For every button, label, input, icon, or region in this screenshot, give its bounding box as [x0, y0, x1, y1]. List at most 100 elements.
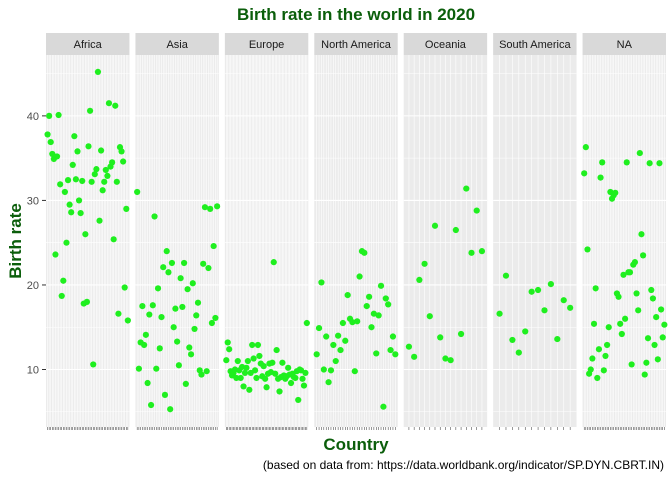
data-point	[66, 201, 73, 208]
data-point	[53, 153, 61, 160]
data-point	[457, 330, 465, 338]
data-point	[49, 150, 56, 158]
data-point	[142, 331, 149, 338]
data-point	[620, 271, 627, 278]
data-point	[502, 272, 510, 279]
data-point	[224, 339, 231, 346]
data-point	[339, 319, 346, 327]
data-point	[69, 161, 76, 169]
data-point	[75, 197, 83, 204]
data-point	[123, 205, 130, 212]
data-point	[233, 374, 240, 382]
data-point	[214, 203, 221, 210]
data-point	[599, 159, 606, 166]
data-point	[315, 324, 323, 332]
data-point	[617, 320, 624, 327]
data-point	[269, 359, 276, 366]
data-point	[641, 371, 648, 378]
data-point	[146, 311, 153, 318]
facet-na: NA	[581, 33, 668, 430]
data-point	[205, 264, 212, 272]
data-point	[554, 335, 561, 343]
data-point	[88, 178, 95, 185]
data-point	[337, 346, 344, 354]
data-point	[567, 304, 574, 311]
facet-strip-label: Africa	[74, 39, 103, 51]
data-point	[101, 178, 108, 185]
data-point	[97, 147, 105, 154]
data-point	[52, 251, 59, 258]
data-point	[659, 334, 666, 341]
data-point	[595, 346, 603, 353]
data-point	[351, 368, 358, 375]
facet-strip	[46, 33, 130, 55]
data-point	[584, 246, 591, 253]
data-point	[105, 100, 113, 107]
data-point	[91, 171, 98, 178]
data-point	[251, 367, 259, 374]
data-point	[160, 264, 167, 271]
data-point	[622, 315, 629, 322]
data-point	[71, 133, 78, 140]
data-point	[299, 375, 306, 382]
data-point	[623, 159, 630, 166]
facet-europe: Europe	[223, 33, 310, 430]
data-point	[158, 313, 165, 321]
data-point	[212, 314, 219, 322]
data-point	[94, 68, 102, 76]
y-tick-label: 20	[27, 280, 39, 292]
facet-north-america: North America	[313, 33, 399, 430]
data-point	[226, 346, 233, 353]
data-point	[68, 209, 75, 216]
data-point	[144, 379, 151, 387]
data-point	[118, 148, 125, 155]
data-point	[186, 344, 193, 351]
facet-strip	[582, 33, 666, 55]
data-point	[149, 302, 156, 309]
data-point	[594, 374, 601, 382]
data-point	[661, 321, 668, 328]
data-point	[208, 319, 216, 327]
data-point	[61, 188, 68, 196]
data-point	[452, 226, 459, 234]
data-point	[604, 341, 611, 349]
data-point	[57, 181, 64, 188]
data-point	[165, 269, 172, 276]
data-point	[263, 384, 270, 391]
data-point	[104, 172, 111, 179]
data-point	[90, 361, 97, 368]
data-point	[431, 222, 439, 229]
data-point	[180, 259, 188, 267]
data-point	[318, 279, 325, 286]
data-point	[189, 280, 196, 287]
data-point	[313, 351, 320, 358]
data-point	[496, 310, 503, 317]
data-point	[44, 131, 51, 138]
data-point	[416, 276, 423, 283]
data-point	[366, 293, 373, 300]
data-point	[636, 149, 643, 157]
data-point	[139, 303, 146, 310]
data-point	[246, 386, 253, 393]
data-point	[285, 364, 292, 371]
facet-panels: Africa Asia Europe North America Oceania Sout…	[44, 33, 668, 430]
data-point	[182, 380, 189, 387]
facet-strip-label: South America	[499, 39, 571, 51]
data-point	[110, 236, 117, 243]
data-point	[370, 310, 377, 317]
data-point	[327, 367, 335, 374]
data-point	[638, 231, 645, 238]
y-tick-label: 30	[27, 195, 39, 207]
data-point	[172, 305, 179, 312]
data-point	[411, 353, 418, 360]
data-point	[295, 396, 302, 404]
data-point	[175, 362, 182, 369]
data-point	[330, 341, 337, 349]
data-point	[651, 341, 658, 349]
data-point	[633, 290, 640, 297]
data-point	[46, 112, 53, 119]
chart-title: Birth rate in the world in 2020	[237, 5, 475, 24]
data-point	[187, 351, 195, 358]
data-point	[468, 249, 475, 256]
data-point	[203, 368, 210, 375]
